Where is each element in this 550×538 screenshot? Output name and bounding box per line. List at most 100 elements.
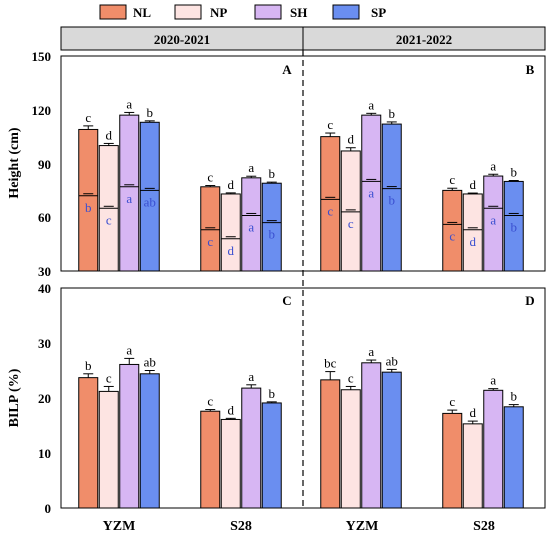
- significance-letter: d: [348, 132, 355, 147]
- significance-letter: c: [327, 117, 333, 132]
- height-bar-nl: [200, 186, 221, 272]
- panel-label-c: C: [282, 293, 291, 308]
- bilp-bar-sh: [241, 387, 262, 509]
- bilp-bar-sh: [119, 363, 140, 509]
- bilp-bar-sp: [139, 373, 160, 509]
- significance-letter: c: [449, 394, 455, 409]
- bilp-tick-label: 10: [38, 446, 51, 461]
- inner-significance-letter: c: [449, 228, 455, 243]
- significance-letter: d: [470, 405, 477, 420]
- panel-label-b: B: [526, 62, 535, 77]
- legend-swatch-np: [174, 4, 202, 20]
- legend-label-sh: SH: [290, 5, 307, 20]
- bilp-tick-label: 20: [38, 391, 51, 406]
- significance-letter: d: [228, 177, 235, 192]
- significance-letter: d: [228, 402, 235, 417]
- significance-letter: d: [106, 127, 113, 142]
- bilp-bar-nl: [442, 412, 463, 509]
- significance-letter: b: [147, 105, 154, 120]
- height-tick-label: 120: [32, 103, 52, 118]
- bilp-bar-sh: [483, 389, 504, 509]
- significance-letter: c: [207, 170, 213, 185]
- significance-letter: b: [511, 165, 518, 180]
- x-axis-categories: YZM S28 YZM S28: [103, 519, 495, 534]
- height-y-ticks: 30 60 90 120 150: [32, 49, 52, 279]
- significance-letter: c: [348, 370, 354, 385]
- significance-letter: b: [389, 106, 396, 121]
- significance-letter: c: [85, 110, 91, 125]
- significance-letter: bc: [324, 356, 337, 371]
- bilp-bar-sp: [261, 402, 282, 509]
- x-category-label: S28: [473, 519, 495, 534]
- bilp-bar-sp: [503, 406, 524, 509]
- bilp-y-ticks: 0 10 20 30 40: [38, 281, 51, 516]
- bilp-tick-label: 40: [38, 281, 51, 296]
- height-y-axis-label: Height (cm): [7, 127, 22, 198]
- height-tick-label: 90: [38, 157, 51, 172]
- height-chart: 30 60 90 120 150 A B cbdcaababccddaabbcc…: [32, 49, 546, 279]
- bilp-y-axis-label: BILP (%): [7, 368, 22, 427]
- inner-significance-letter: d: [470, 234, 477, 249]
- legend-label-sp: SP: [371, 5, 386, 20]
- inner-significance-letter: ab: [144, 194, 156, 209]
- inner-significance-letter: b: [389, 193, 396, 208]
- legend-swatch-nl: [99, 4, 127, 20]
- inner-significance-letter: c: [348, 216, 354, 231]
- bilp-bar-np: [462, 423, 483, 509]
- significance-letter: a: [126, 96, 132, 111]
- inner-significance-letter: d: [228, 243, 235, 258]
- height-bar-np: [220, 193, 241, 272]
- inner-significance-letter: c: [207, 234, 213, 249]
- significance-letter: ab: [386, 353, 398, 368]
- significance-letter: b: [85, 358, 92, 373]
- significance-letter: b: [269, 386, 276, 401]
- inner-significance-letter: b: [269, 227, 276, 242]
- season-label-right: 2021-2022: [396, 32, 452, 47]
- inner-significance-letter: a: [368, 185, 374, 200]
- bilp-bar-nl: [78, 377, 99, 509]
- panel-label-a: A: [282, 62, 292, 77]
- height-tick-label: 150: [32, 49, 52, 64]
- season-label-left: 2020-2021: [154, 32, 210, 47]
- significance-letter: c: [207, 394, 213, 409]
- panel-label-d: D: [525, 293, 534, 308]
- significance-letter: a: [368, 97, 374, 112]
- significance-letter: a: [490, 373, 496, 388]
- height-tick-label: 30: [38, 264, 51, 279]
- inner-significance-letter: b: [511, 219, 518, 234]
- bilp-bar-nl: [200, 410, 221, 509]
- bilp-plot-frame: [60, 287, 546, 509]
- significance-letter: a: [248, 160, 254, 175]
- inner-significance-letter: a: [490, 212, 496, 227]
- bilp-bar-np: [340, 389, 361, 509]
- season-header: 2020-2021 2021-2022: [60, 26, 546, 51]
- season-box-right: [302, 26, 546, 51]
- height-bar-np: [340, 150, 361, 272]
- bilp-bar-np: [98, 390, 119, 509]
- significance-letter: d: [470, 177, 477, 192]
- significance-letter: a: [248, 369, 254, 384]
- height-bar-np: [462, 193, 483, 272]
- bilp-tick-label: 30: [38, 336, 51, 351]
- significance-letter: b: [269, 166, 276, 181]
- significance-letter: ab: [144, 355, 156, 370]
- significance-letter: a: [126, 342, 132, 357]
- bilp-tick-label: 0: [45, 501, 52, 516]
- significance-letter: b: [511, 389, 518, 404]
- legend-swatch-sh: [254, 4, 282, 20]
- inner-significance-letter: a: [248, 219, 254, 234]
- bilp-bar-sh: [361, 362, 382, 509]
- legend: NL NP SH SP: [99, 4, 386, 20]
- x-category-label: S28: [230, 519, 252, 534]
- significance-letter: a: [490, 158, 496, 173]
- significance-letter: c: [106, 370, 112, 385]
- legend-label-np: NP: [210, 5, 227, 20]
- x-category-label: YZM: [103, 519, 136, 534]
- bilp-bar-sp: [381, 371, 402, 509]
- inner-significance-letter: a: [126, 191, 132, 206]
- significance-letter: c: [449, 172, 455, 187]
